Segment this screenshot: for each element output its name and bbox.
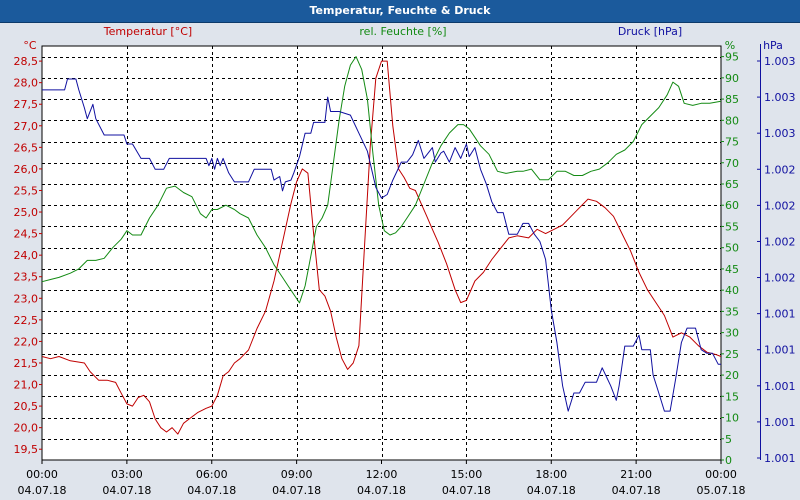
temperature-tick-label: 23,5 <box>14 271 39 284</box>
pressure-tick-label: 1.003 <box>764 55 796 68</box>
plot-area <box>41 45 722 461</box>
humidity-tick-label: 50 <box>725 242 739 255</box>
temperature-tick-label: 27,0 <box>14 120 39 133</box>
pressure-tick-label: 1.001 <box>764 416 796 429</box>
date-tick-label: 04.07.18 <box>442 484 491 497</box>
humidity-tick-label: 20 <box>725 369 739 382</box>
humidity-tick-label: 10 <box>725 412 739 425</box>
humidity-line <box>41 56 722 304</box>
temperature-tick-label: 22,0 <box>14 335 39 348</box>
temperature-unit: °C <box>23 39 37 52</box>
temperature-tick-label: 24,5 <box>14 228 39 241</box>
temperature-tick-label: 28,5 <box>14 55 39 68</box>
humidity-unit: % <box>725 39 735 52</box>
time-axis: 00:00 04.07.18 03:00 04.07.18 06:00 04.07.18 0… <box>18 460 746 497</box>
temperature-tick-label: 26,5 <box>14 141 39 154</box>
time-tick-label: 06:00 <box>196 468 228 481</box>
date-tick-label: 04.07.18 <box>357 484 406 497</box>
humidity-tick-label: 60 <box>725 199 739 212</box>
date-tick-label: 04.07.18 <box>612 484 661 497</box>
pressure-tick-label: 1.003 <box>764 127 796 140</box>
humidity-tick-label: 65 <box>725 178 739 191</box>
humidity-tick-label: 70 <box>725 157 739 170</box>
temperature-axis-title: Temperatur [°C] <box>103 25 192 38</box>
humidity-tick-label: 80 <box>725 114 739 127</box>
humidity-tick-label: 45 <box>725 263 739 276</box>
time-tick-label: 00:00 <box>26 468 58 481</box>
humidity-tick-label: 30 <box>725 327 739 340</box>
window-title: Temperatur, Feuchte & Druck <box>309 4 491 17</box>
time-tick-label: 03:00 <box>111 468 143 481</box>
temperature-tick-label: 25,0 <box>14 206 39 219</box>
temperature-axis: 28,5 28,0 27,5 27,0 26,5 26,0 25,5 25,0 24,5 24,0… <box>14 55 42 456</box>
humidity-tick-label: 95 <box>725 51 739 64</box>
temperature-tick-label: 23,0 <box>14 292 39 305</box>
humidity-tick-label: 5 <box>725 433 732 446</box>
date-tick-label: 04.07.18 <box>187 484 236 497</box>
temperature-tick-label: 28,0 <box>14 77 39 90</box>
humidity-tick-label: 85 <box>725 93 739 106</box>
time-tick-label: 00:00 <box>705 468 737 481</box>
pressure-tick-label: 1.001 <box>764 308 796 321</box>
temperature-tick-label: 22,5 <box>14 314 39 327</box>
date-tick-label: 04.07.18 <box>18 484 67 497</box>
temperature-tick-label: 21,5 <box>14 357 39 370</box>
date-tick-label: 05.07.18 <box>697 484 746 497</box>
time-tick-label: 12:00 <box>366 468 398 481</box>
pressure-tick-label: 1.001 <box>764 380 796 393</box>
time-tick-label: 21:00 <box>620 468 652 481</box>
humidity-tick-label: 90 <box>725 72 739 85</box>
pressure-tick-label: 1.001 <box>764 344 796 357</box>
date-tick-label: 04.07.18 <box>102 484 151 497</box>
temperature-line <box>41 60 722 435</box>
temperature-tick-label: 21,0 <box>14 379 39 392</box>
humidity-tick-label: 55 <box>725 220 739 233</box>
humidity-tick-label: 40 <box>725 284 739 297</box>
grid-lines <box>42 46 721 460</box>
humidity-axis-title: rel. Feuchte [%] <box>359 25 446 38</box>
temperature-tick-label: 20,0 <box>14 422 39 435</box>
temperature-tick-label: 24,0 <box>14 249 39 262</box>
pressure-tick-label: 1.002 <box>764 272 796 285</box>
pressure-tick-label: 1.003 <box>764 91 796 104</box>
date-tick-label: 04.07.18 <box>272 484 321 497</box>
date-tick-label: 04.07.18 <box>527 484 576 497</box>
time-tick-label: 18:00 <box>535 468 567 481</box>
pressure-axis: 1.003 1.003 1.003 1.002 1.002 1.002 1.002 1.001… <box>757 44 796 465</box>
pressure-line <box>42 78 721 412</box>
window-titlebar: Temperatur, Feuchte & Druck <box>0 0 800 23</box>
pressure-unit: hPa <box>763 39 783 52</box>
humidity-tick-label: 35 <box>725 305 739 318</box>
humidity-tick-label: 75 <box>725 136 739 149</box>
temperature-tick-label: 25,5 <box>14 184 39 197</box>
temperature-tick-label: 19,5 <box>14 443 39 456</box>
pressure-tick-label: 1.001 <box>764 452 796 465</box>
humidity-tick-label: 15 <box>725 390 739 403</box>
pressure-tick-label: 1.002 <box>764 199 796 212</box>
pressure-tick-label: 1.002 <box>764 163 796 176</box>
temperature-tick-label: 27,5 <box>14 98 39 111</box>
humidity-tick-label: 25 <box>725 348 739 361</box>
temperature-tick-label: 26,0 <box>14 163 39 176</box>
time-tick-label: 15:00 <box>451 468 483 481</box>
humidity-tick-label: 0 <box>725 454 732 467</box>
time-tick-label: 09:00 <box>281 468 313 481</box>
temperature-tick-label: 20,5 <box>14 400 39 413</box>
pressure-tick-label: 1.002 <box>764 235 796 248</box>
pressure-axis-title: Druck [hPa] <box>618 25 682 38</box>
series-lines <box>41 56 722 435</box>
